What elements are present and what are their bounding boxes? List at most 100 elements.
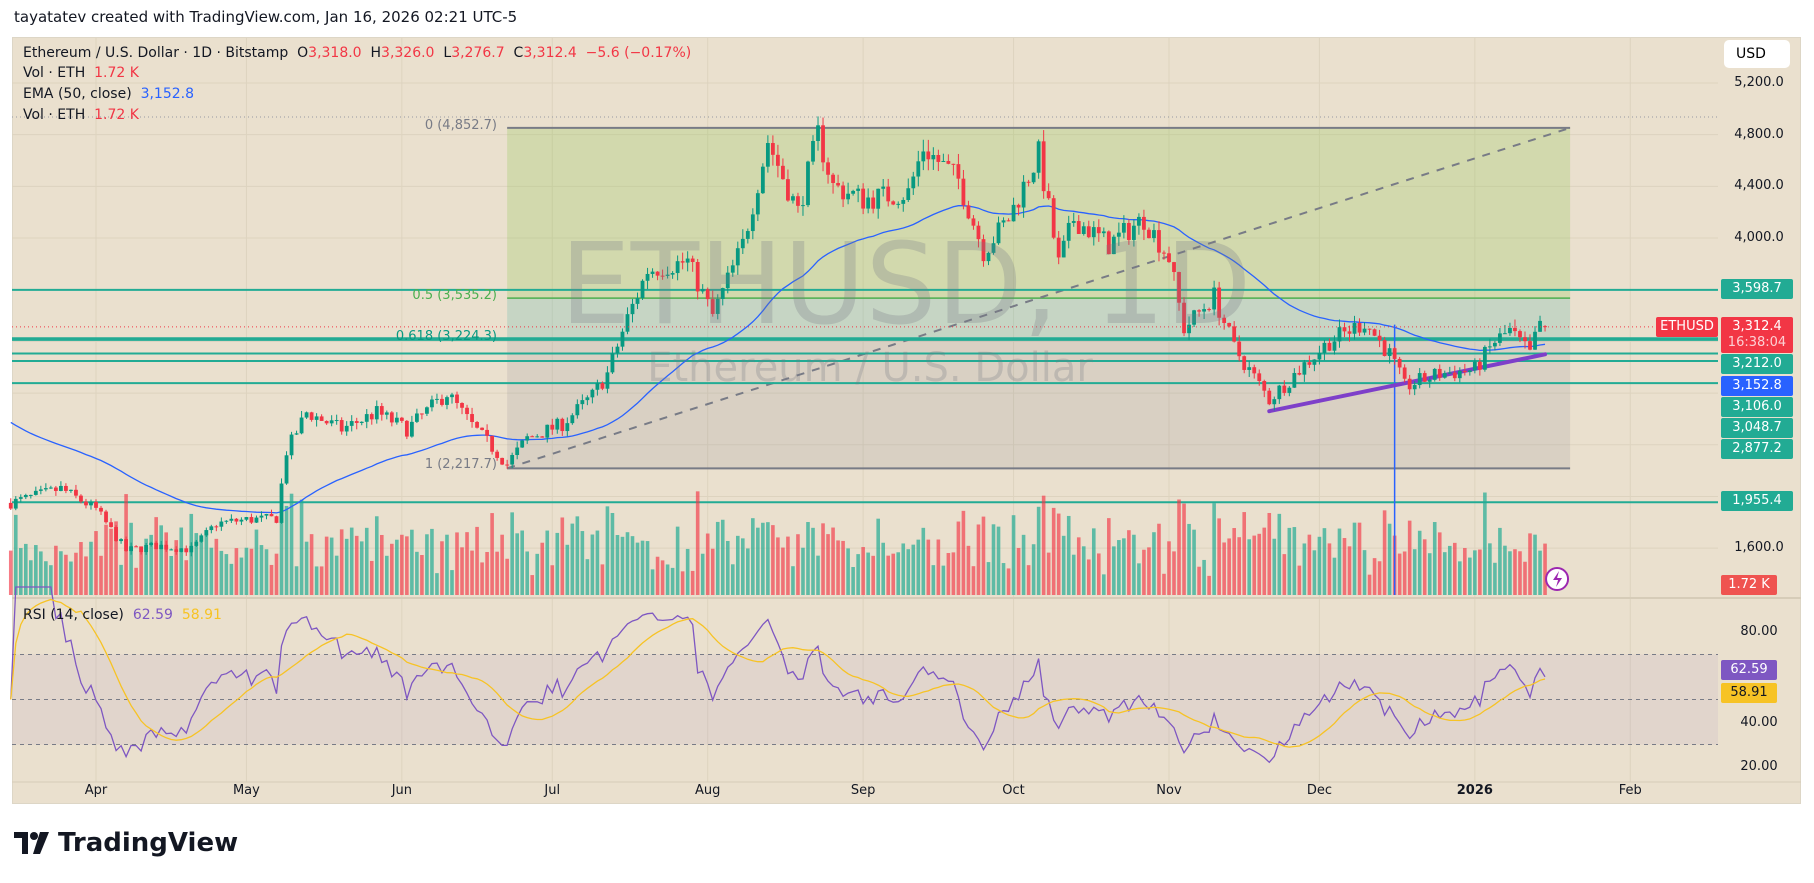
candle-body: [1172, 262, 1176, 273]
candle-body: [670, 273, 675, 275]
rsi-label: RSI (14, close): [23, 607, 124, 623]
time-axis-label: Nov: [1156, 783, 1182, 798]
price-tag-level: 2,877.2: [1721, 439, 1793, 459]
volume-bar: [1417, 530, 1422, 595]
candle-body: [1147, 229, 1151, 239]
volume-bar: [174, 540, 179, 595]
candle-body: [1111, 236, 1116, 255]
volume-bar: [846, 548, 850, 595]
currency-button[interactable]: USD: [1724, 40, 1790, 68]
candle-body: [1252, 367, 1257, 374]
volume-bar: [154, 517, 158, 595]
candle-body: [1106, 231, 1111, 255]
candle-body: [1362, 328, 1367, 333]
candle-body: [876, 188, 881, 209]
volume-bar: [8, 550, 13, 595]
volume-bar: [149, 534, 153, 595]
symbol-tag: ETHUSD: [1656, 317, 1718, 337]
volume-bar: [470, 550, 474, 595]
candle-body: [289, 434, 294, 456]
volume-bar: [1478, 549, 1482, 595]
candle-body: [460, 403, 464, 408]
volume-bar: [615, 535, 620, 595]
candle-body: [455, 394, 459, 404]
candle-body: [1518, 331, 1522, 338]
volume-bar: [369, 560, 374, 595]
volume-bar: [334, 555, 339, 595]
candle-body: [1437, 368, 1442, 378]
time-axis-label: 2026: [1456, 783, 1493, 798]
candle-body: [119, 539, 123, 542]
volume-bar: [1312, 550, 1317, 595]
volume-bar: [1177, 499, 1181, 595]
candle-body: [304, 412, 309, 418]
volume-bar: [1172, 551, 1176, 595]
rsi-legend[interactable]: RSI (14, close) 62.59 58.91: [23, 607, 222, 623]
candle-body: [605, 372, 610, 389]
candle-body: [1041, 141, 1046, 192]
price-tag-level: 3,048.7: [1721, 418, 1793, 438]
volume-label: Vol · ETH: [23, 65, 86, 81]
volume-bar: [69, 561, 73, 595]
volume-bar: [1016, 547, 1021, 595]
candle-body: [1247, 367, 1252, 370]
volume-bar: [1422, 539, 1427, 595]
volume-bar: [294, 566, 299, 595]
candle-body: [99, 507, 103, 512]
volume-bar: [94, 531, 98, 595]
candle-body: [1167, 253, 1171, 263]
candle-body: [409, 421, 414, 437]
volume-bar: [415, 551, 419, 595]
candle-body: [414, 413, 419, 422]
candle-body: [239, 519, 244, 522]
tradingview-logo[interactable]: TradingView: [14, 828, 238, 858]
candle-body: [991, 243, 996, 253]
candle-body: [354, 421, 359, 423]
symbol-legend[interactable]: Ethereum / U.S. Dollar · 1D · Bitstamp O…: [23, 45, 691, 61]
candle-body: [294, 433, 299, 435]
candle-body: [1282, 385, 1287, 393]
ema-value: 3,152.8: [140, 86, 194, 102]
volume-bar: [1367, 574, 1372, 595]
candle-body: [1342, 327, 1347, 332]
volume-bar: [1407, 520, 1412, 595]
candle-body: [1227, 322, 1232, 327]
candle-body: [144, 545, 149, 553]
volume-bar: [600, 564, 605, 595]
volume-bar: [219, 550, 224, 595]
volume-bar: [530, 575, 535, 595]
candle-body: [1462, 370, 1467, 373]
candle-body: [550, 424, 555, 430]
volume-bar: [279, 518, 284, 595]
ema-legend[interactable]: EMA (50, close) 3,152.8: [23, 86, 194, 102]
candle-body: [430, 399, 434, 408]
volume-bar: [1086, 559, 1091, 595]
volume-bar: [1247, 539, 1252, 595]
candle-body: [1232, 326, 1237, 342]
volume-bar: [1458, 561, 1462, 595]
volume-bar: [956, 521, 961, 595]
volume-bar: [1041, 495, 1046, 595]
candle-body: [936, 155, 941, 162]
candle-body: [500, 457, 505, 465]
volume-bar: [1081, 546, 1086, 595]
candle-body: [1207, 309, 1212, 311]
candle-body: [1508, 327, 1512, 334]
candle-body: [956, 164, 961, 179]
volume-bar: [39, 551, 43, 595]
rsi-ma-value: 58.91: [181, 607, 222, 623]
volume-bar: [1046, 552, 1051, 595]
time-axis-label: Feb: [1618, 783, 1642, 798]
volume-bar: [906, 549, 911, 595]
fib-zone-lower: [507, 338, 1571, 469]
price-axis-label: 4,000.0: [1734, 230, 1784, 246]
volume-bar: [771, 525, 775, 595]
volume-legend[interactable]: Vol · ETH 1.72 K: [23, 65, 139, 81]
volume-bar: [605, 506, 610, 595]
volume-bar: [1167, 541, 1171, 595]
candle-body: [740, 238, 745, 249]
candle-body: [1493, 342, 1497, 347]
volume-legend-2[interactable]: Vol · ETH 1.72 K: [23, 107, 139, 123]
volume-bar: [876, 518, 880, 595]
